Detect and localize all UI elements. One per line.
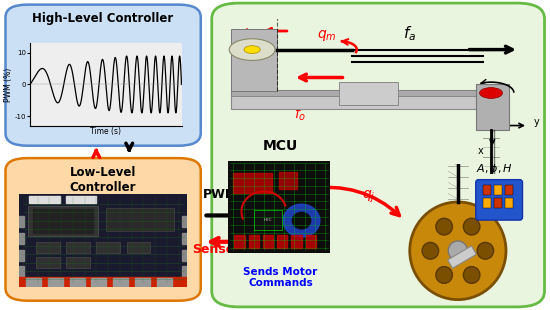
Bar (277, 235, 287, 248)
X-axis label: Time (s): Time (s) (90, 127, 122, 136)
Bar (494, 198, 502, 208)
Bar (476, 84, 509, 130)
Text: x: x (477, 146, 483, 156)
Circle shape (410, 202, 506, 299)
Circle shape (283, 204, 320, 237)
Bar (66, 242, 90, 253)
Bar (91, 278, 107, 286)
Text: $i_m$: $i_m$ (243, 27, 257, 44)
Text: z: z (491, 107, 496, 117)
Bar (182, 250, 187, 261)
Bar (292, 235, 301, 248)
Text: $f_a$: $f_a$ (403, 25, 416, 43)
Circle shape (436, 267, 452, 283)
Bar (448, 246, 476, 268)
Circle shape (244, 46, 260, 54)
Bar (263, 235, 273, 248)
Bar (339, 82, 398, 105)
FancyBboxPatch shape (6, 5, 201, 146)
Bar (19, 277, 187, 287)
Bar (234, 235, 245, 248)
Text: Low-Level
Controller: Low-Level Controller (70, 166, 136, 194)
Bar (32, 209, 93, 233)
Bar (135, 278, 150, 286)
Bar (19, 266, 24, 277)
Bar (231, 90, 476, 108)
Bar (494, 185, 502, 195)
FancyBboxPatch shape (212, 3, 544, 307)
Bar (19, 233, 24, 244)
Bar (182, 233, 187, 244)
Bar (26, 278, 41, 286)
Bar (66, 196, 96, 203)
Bar (249, 235, 258, 248)
Circle shape (480, 87, 503, 99)
Bar (96, 242, 120, 253)
FancyBboxPatch shape (6, 158, 201, 301)
Bar (107, 208, 174, 231)
Bar (233, 173, 272, 193)
Bar (69, 278, 85, 286)
Bar (182, 216, 187, 227)
Text: Sensors: Sensors (192, 243, 248, 256)
Bar (29, 196, 59, 203)
Bar (483, 185, 491, 195)
Text: MCU: MCU (263, 140, 298, 153)
Bar (157, 278, 172, 286)
Y-axis label: PWM (%): PWM (%) (4, 67, 13, 102)
Text: $A, \phi, H$: $A, \phi, H$ (476, 162, 514, 176)
Text: PWM: PWM (202, 188, 238, 202)
Circle shape (463, 218, 480, 235)
Bar (483, 198, 491, 208)
Bar (279, 172, 298, 188)
Bar (231, 29, 277, 91)
Circle shape (448, 241, 467, 260)
Text: HEC: HEC (263, 218, 272, 222)
Bar (66, 257, 90, 268)
FancyBboxPatch shape (476, 179, 522, 220)
Bar (254, 210, 282, 230)
Circle shape (293, 212, 311, 229)
Bar (231, 90, 476, 96)
Text: Sends Motor
Commands: Sends Motor Commands (243, 267, 318, 288)
Bar (113, 278, 128, 286)
Bar (36, 257, 59, 268)
Bar (306, 235, 316, 248)
Bar (505, 198, 513, 208)
Bar (182, 266, 187, 277)
Bar (19, 216, 24, 227)
Text: High-Level Controller: High-Level Controller (32, 12, 174, 25)
Text: $q_m$: $q_m$ (317, 28, 337, 43)
Bar (126, 242, 150, 253)
Bar (28, 206, 98, 236)
Circle shape (436, 218, 452, 235)
Bar (505, 185, 513, 195)
Bar (48, 278, 63, 286)
Bar (36, 242, 59, 253)
Circle shape (463, 267, 480, 283)
Text: $f_o$: $f_o$ (294, 106, 306, 123)
Circle shape (422, 242, 439, 259)
Circle shape (477, 242, 494, 259)
Text: $q_j$: $q_j$ (362, 189, 375, 205)
Circle shape (229, 39, 275, 60)
Text: y: y (534, 117, 539, 127)
Bar (19, 250, 24, 261)
